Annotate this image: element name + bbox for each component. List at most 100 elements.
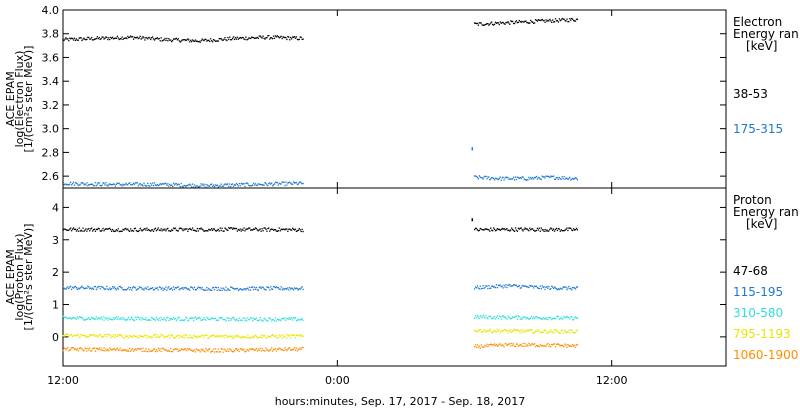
data-point <box>493 286 496 288</box>
data-point <box>194 336 197 338</box>
data-point <box>155 348 158 351</box>
data-point <box>204 351 206 353</box>
data-point <box>132 334 135 337</box>
data-point <box>211 317 213 319</box>
data-point <box>224 334 226 337</box>
data-point <box>190 228 192 230</box>
data-point <box>126 37 128 40</box>
data-point <box>263 335 265 338</box>
data-point <box>539 285 541 287</box>
data-point <box>148 185 150 187</box>
data-point <box>130 230 133 232</box>
data-point <box>555 316 558 318</box>
data-point <box>123 318 125 320</box>
data-point <box>284 229 286 231</box>
data-point <box>515 284 518 286</box>
data-point <box>131 287 134 289</box>
data-point <box>135 182 138 184</box>
data-point <box>169 350 171 353</box>
data-point <box>552 21 555 23</box>
data-point <box>506 286 508 289</box>
data-point <box>532 228 534 230</box>
data-point <box>295 347 298 349</box>
data-point <box>287 334 289 336</box>
data-point <box>245 318 247 320</box>
data-point <box>558 228 560 230</box>
data-point <box>110 184 113 186</box>
data-point <box>162 183 164 185</box>
data-point <box>172 286 175 288</box>
data-point <box>566 177 568 180</box>
data-point <box>138 37 140 39</box>
data-point <box>235 348 238 350</box>
data-point <box>505 21 507 24</box>
data-point <box>247 287 249 289</box>
legend-entry: 38-53 <box>733 87 768 101</box>
data-point <box>243 38 245 40</box>
data-point <box>205 334 207 337</box>
data-point <box>172 38 175 40</box>
data-point <box>513 230 516 232</box>
data-point <box>563 346 565 348</box>
data-point <box>62 349 64 352</box>
data-point <box>252 348 255 350</box>
data-point <box>294 317 297 319</box>
data-point <box>86 336 88 338</box>
data-point <box>165 319 167 322</box>
data-point <box>290 36 292 39</box>
data-point <box>482 346 484 348</box>
data-point <box>147 286 149 288</box>
data-point <box>507 229 509 232</box>
data-point <box>549 344 551 346</box>
data-point <box>273 229 276 231</box>
data-point <box>516 230 519 232</box>
data-point <box>198 316 200 319</box>
data-point <box>131 229 134 232</box>
data-point <box>158 349 160 351</box>
data-point <box>488 315 490 318</box>
data-point <box>480 288 482 290</box>
data-point <box>294 182 297 184</box>
data-point <box>571 178 573 180</box>
data-point <box>234 37 237 39</box>
data-point <box>116 287 118 289</box>
data-point <box>152 289 155 291</box>
data-point <box>280 349 282 351</box>
data-point <box>537 345 540 347</box>
data-point <box>166 289 168 291</box>
data-point <box>146 288 148 290</box>
data-point <box>129 36 131 38</box>
data-point <box>148 348 150 350</box>
y-tick-label: 3.2 <box>42 99 60 112</box>
data-point <box>269 289 271 291</box>
data-point <box>107 185 109 187</box>
data-point <box>110 318 112 321</box>
data-point <box>153 318 156 320</box>
data-point <box>506 329 508 332</box>
data-point <box>163 348 165 351</box>
data-point <box>150 316 153 319</box>
data-point <box>172 227 175 229</box>
data-point <box>97 335 99 337</box>
data-point <box>524 330 526 332</box>
data-point <box>87 184 89 187</box>
data-point <box>175 348 178 350</box>
data-point <box>236 319 239 321</box>
data-point <box>275 181 278 184</box>
data-point <box>489 287 491 290</box>
data-point <box>499 229 501 231</box>
data-point <box>225 39 227 41</box>
x-axis-title: hours:minutes, Sep. 17, 2017 - Sep. 18, … <box>275 395 526 408</box>
data-point <box>202 289 204 291</box>
data-point <box>572 345 575 347</box>
data-point <box>532 285 534 287</box>
data-point <box>137 348 139 350</box>
data-point <box>554 18 557 20</box>
data-point <box>186 39 188 41</box>
data-point <box>112 38 115 40</box>
data-point <box>298 227 300 230</box>
data-point <box>218 230 220 232</box>
data-point <box>62 229 64 232</box>
data-point <box>201 38 203 40</box>
data-point <box>183 39 185 41</box>
